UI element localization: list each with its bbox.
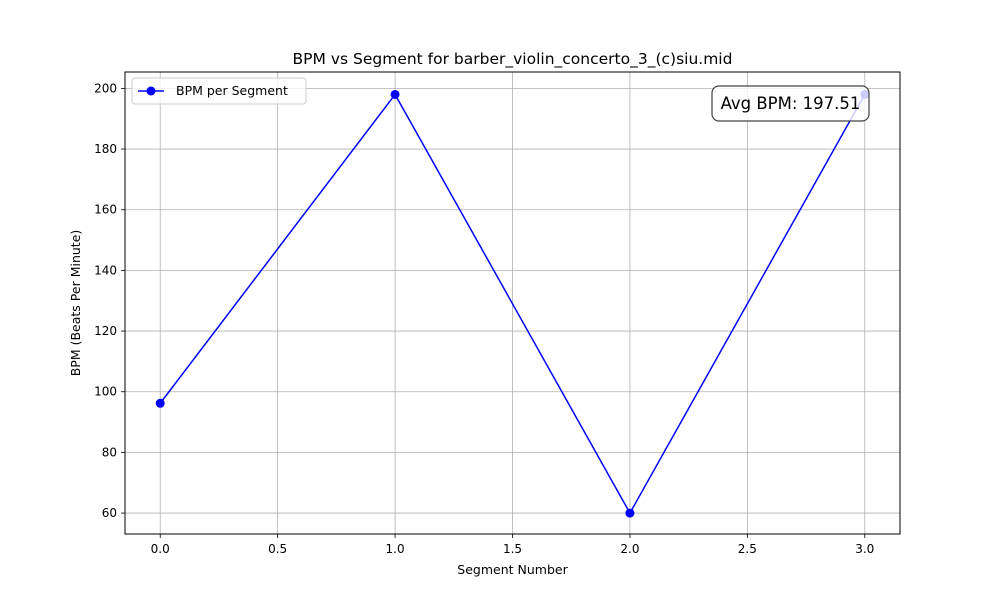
x-tick-label: 0.0 <box>151 542 170 556</box>
legend-dot-marker <box>146 86 156 96</box>
y-tick-label: 160 <box>94 203 117 217</box>
series-line <box>159 93 866 515</box>
y-tick-label: 80 <box>102 445 117 459</box>
chart-title: BPM vs Segment for barber_violin_concert… <box>293 50 733 69</box>
x-tick-label: 1.0 <box>386 542 405 556</box>
annotation-text: Avg BPM: 197.51 <box>721 94 861 113</box>
data-point <box>390 89 400 99</box>
legend-label: BPM per Segment <box>176 83 288 98</box>
avg-annotation: Avg BPM: 197.51 <box>711 85 870 122</box>
y-tick-label: 100 <box>94 385 117 399</box>
y-tick-label: 60 <box>102 506 117 520</box>
x-tick-label: 2.0 <box>620 542 639 556</box>
annotation-box <box>711 85 870 122</box>
x-tick-label: 1.5 <box>503 542 522 556</box>
y-tick-label: 180 <box>94 142 117 156</box>
legend: BPM per Segment <box>131 77 307 105</box>
x-tick-label: 0.5 <box>268 542 287 556</box>
x-axis-ticks: 0.0 0.5 1.0 1.5 2.0 2.5 3.0 <box>151 534 874 556</box>
data-point <box>155 398 165 408</box>
x-tick-label: 2.5 <box>738 542 757 556</box>
x-tick-label: 3.0 <box>855 542 874 556</box>
y-axis-ticks: 60 80 100 120 140 160 180 200 <box>94 81 125 520</box>
y-tick-label: 200 <box>94 81 117 95</box>
y-axis-label: BPM (Beats Per Minute) <box>68 230 83 377</box>
legend-box <box>131 77 307 105</box>
y-tick-label: 120 <box>94 324 117 338</box>
y-tick-label: 140 <box>94 263 117 277</box>
data-point <box>625 508 635 518</box>
x-axis-label: Segment Number <box>457 562 568 577</box>
